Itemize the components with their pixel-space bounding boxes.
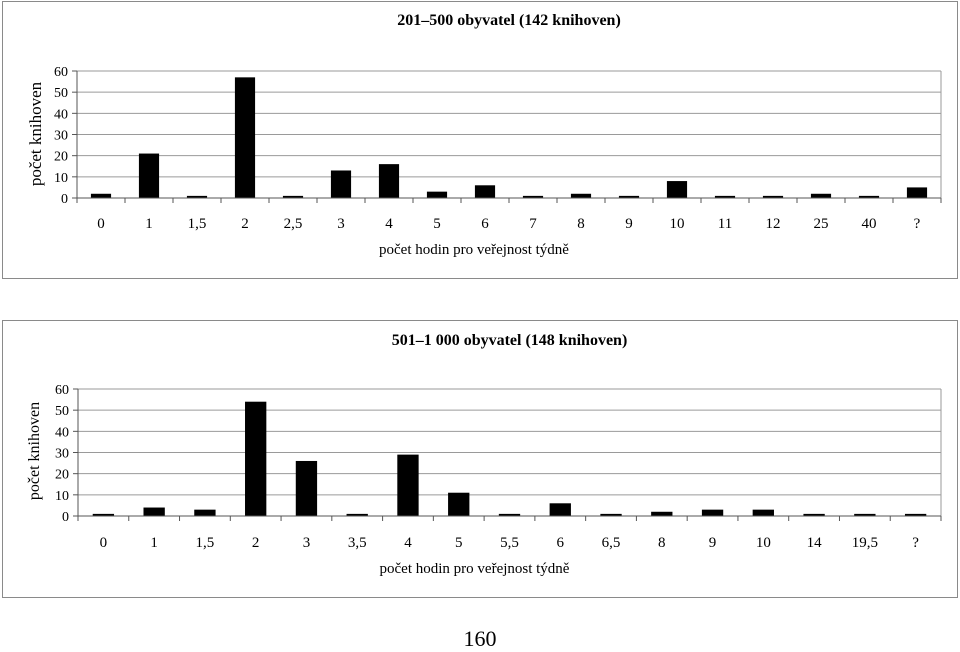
chart-2-bar — [904, 513, 927, 516]
chart-2-bar — [600, 513, 622, 516]
chart-1-bar — [186, 195, 208, 198]
chart-1-x-tick-label: 25 — [814, 216, 829, 232]
chart-2-x-tick-label: 14 — [807, 535, 823, 551]
chart-2-bar — [651, 511, 673, 516]
chart-1-bar — [378, 164, 400, 198]
chart-2-bar — [752, 509, 774, 516]
chart-1-x-tick-label: 2,5 — [284, 216, 303, 232]
chart-2-bar — [245, 401, 267, 516]
chart-1-bar — [138, 153, 160, 198]
chart-2-x-tick-label: 0 — [100, 535, 108, 551]
chart-2-bar — [549, 503, 571, 516]
chart-1-title: 201–500 obyvatel (142 knihoven) — [397, 12, 621, 29]
chart-2-bar — [92, 513, 115, 516]
chart-2-x-tick-label: 4 — [404, 535, 412, 551]
chart-2-x-tick-label: 6,5 — [602, 535, 621, 551]
chart-2-x-tick-label: 19,5 — [852, 535, 878, 551]
chart-1-x-tick-label: 1 — [145, 216, 153, 232]
chart-1-bar — [762, 195, 784, 198]
page-number: 160 — [463, 626, 497, 651]
chart-panel-2: 501–1 000 obyvatel (148 knihoven) 0 10 20 30… — [2, 320, 958, 598]
chart-2-x-tick-label: 8 — [658, 535, 666, 551]
chart-1-x-axis-label: počet hodin pro veřejnost týdně — [379, 242, 569, 258]
chart-1-y-tick-label: 20 — [54, 150, 68, 165]
chart-2-y-tick-label: 60 — [55, 383, 69, 398]
chart-1-x-tick-label: 11 — [718, 216, 732, 232]
chart-2-x-tick-label: 3,5 — [348, 535, 367, 551]
chart-1-bar — [810, 193, 832, 198]
chart-2-bar — [295, 460, 318, 516]
chart-2-x-tick-label: 2 — [252, 535, 260, 551]
chart-2-x-tick-label: 5,5 — [500, 535, 519, 551]
chart-1-x-tick-label: 0 — [97, 216, 105, 232]
chart-2-x-tick-label: 1,5 — [196, 535, 215, 551]
chart-1-bar — [234, 77, 256, 198]
chart-1-bar — [330, 170, 352, 198]
chart-2-y-tick-label: 30 — [55, 447, 69, 462]
chart-1-x-tick-label: 40 — [862, 216, 877, 232]
chart-1-bar — [474, 185, 496, 198]
chart-2-x-tick-label: 3 — [303, 535, 311, 551]
chart-1-y-tick-label: 50 — [54, 86, 68, 101]
chart-1-x-tick-label: 6 — [481, 216, 489, 232]
chart-2-x-tick-label: 1 — [150, 535, 158, 551]
chart-2-bar — [397, 454, 419, 516]
chart-1-y-tick-label: 10 — [54, 171, 68, 186]
chart-2-bar — [498, 513, 521, 516]
chart-1-bar — [570, 193, 592, 198]
chart-1-x-tick-label: 9 — [625, 216, 633, 232]
chart-2-y-tick-label: 40 — [55, 425, 69, 440]
chart-1-x-tick-label: 7 — [529, 216, 537, 232]
chart-1-bar — [282, 195, 304, 198]
chart-1-y-tick-label: 40 — [54, 107, 68, 122]
chart-2-x-tick-label: ? — [912, 535, 919, 551]
chart-1-bar — [858, 195, 880, 198]
chart-1-bar — [618, 195, 640, 198]
chart-1-x-tick-label: 12 — [766, 216, 781, 232]
chart-1-y-axis-label: počet knihoven — [26, 81, 45, 186]
chart-2-y-tick-label: 0 — [62, 510, 69, 525]
chart-1-bar — [90, 193, 112, 198]
chart-2-bar — [854, 513, 876, 516]
chart-1-bar — [906, 187, 928, 198]
chart-1-x-tick-label: 4 — [385, 216, 393, 232]
chart-panel-1: 201–500 obyvatel (142 knihoven) 0 10 20 30 40… — [2, 1, 958, 279]
chart-2-x-tick-label: 9 — [709, 535, 717, 551]
chart-2-x-tick-label: 5 — [455, 535, 463, 551]
chart-1-x-tick-label: ? — [914, 216, 921, 232]
chart-1-y-tick-label: 60 — [54, 65, 68, 80]
chart-1-x-tick-label: 10 — [670, 216, 685, 232]
chart-1-bar — [714, 195, 736, 198]
chart-2-y-tick-label: 20 — [55, 468, 69, 483]
chart-1-bar — [426, 191, 448, 198]
chart-2-x-axis-label: počet hodin pro veřejnost týdně — [380, 561, 570, 577]
chart-1-svg: 201–500 obyvatel (142 knihoven)010203040… — [26, 12, 942, 258]
chart-2-y-axis-label: počet knihoven — [26, 402, 43, 500]
chart-1-bar — [522, 195, 544, 198]
chart-1-x-tick-label: 3 — [337, 216, 345, 232]
chart-2-title: 501–1 000 obyvatel (148 knihoven) — [392, 332, 628, 349]
chart-2-bar — [701, 509, 724, 516]
chart-1-y-tick-label: 0 — [61, 192, 68, 207]
chart-2-svg: 501–1 000 obyvatel (148 knihoven)0102030… — [26, 332, 942, 577]
chart-1-x-tick-label: 8 — [577, 216, 585, 232]
chart-2-bar — [803, 513, 825, 516]
chart-2-y-tick-label: 10 — [55, 489, 69, 504]
chart-2-bar — [143, 507, 165, 516]
chart-1-x-tick-label: 2 — [241, 216, 249, 232]
chart-2-y-tick-label: 50 — [55, 404, 69, 419]
chart-2-bar — [448, 492, 470, 516]
chart-1-bar — [666, 181, 688, 198]
chart-1-x-tick-label: 5 — [433, 216, 441, 232]
chart-2-x-tick-label: 10 — [756, 535, 771, 551]
chart-2-x-tick-label: 6 — [557, 535, 565, 551]
chart-1-x-tick-label: 1,5 — [188, 216, 207, 232]
chart-1-y-tick-label: 30 — [54, 129, 68, 144]
chart-2-bar — [346, 513, 368, 516]
chart-2-bar — [194, 509, 216, 516]
